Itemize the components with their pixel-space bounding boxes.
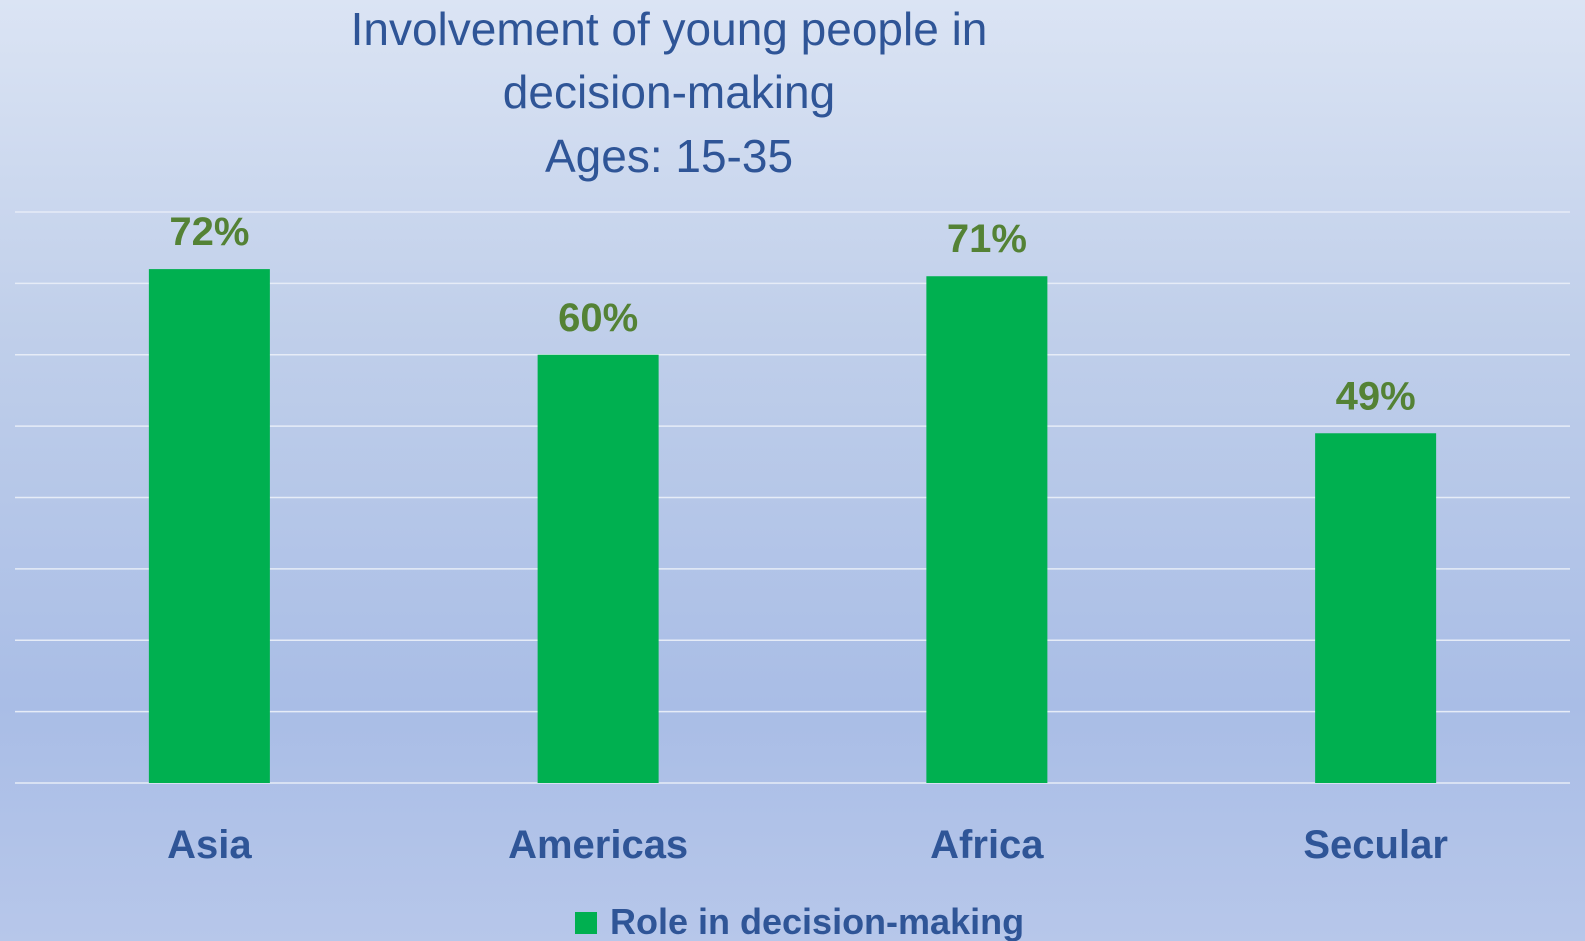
chart-title-line-1: Involvement of young people in <box>351 3 988 55</box>
bar-africa <box>926 276 1048 783</box>
category-label-africa: Africa <box>930 823 1044 867</box>
legend: Role in decision-making <box>575 901 1024 941</box>
chart-title: Involvement of young people in decision-… <box>351 3 988 182</box>
bar-asia <box>148 269 270 784</box>
data-label-africa: 71% <box>947 217 1027 261</box>
data-labels: 72% 60% 71% 49% <box>169 210 1415 418</box>
chart-subtitle: Ages: 15-35 <box>545 130 793 182</box>
data-label-asia: 72% <box>169 210 249 254</box>
bar-americas <box>537 354 659 783</box>
bar-secular <box>1315 433 1437 783</box>
category-label-asia: Asia <box>167 823 252 867</box>
data-label-americas: 60% <box>558 296 638 340</box>
chart-title-line-2: decision-making <box>503 66 835 118</box>
category-labels: Asia Americas Africa Secular <box>167 823 1448 867</box>
legend-label: Role in decision-making <box>610 901 1024 941</box>
category-label-americas: Americas <box>508 823 688 867</box>
category-label-secular: Secular <box>1303 823 1448 867</box>
legend-swatch <box>575 912 597 934</box>
data-label-secular: 49% <box>1336 374 1416 418</box>
bars <box>148 269 1437 784</box>
gridlines <box>15 211 1570 784</box>
